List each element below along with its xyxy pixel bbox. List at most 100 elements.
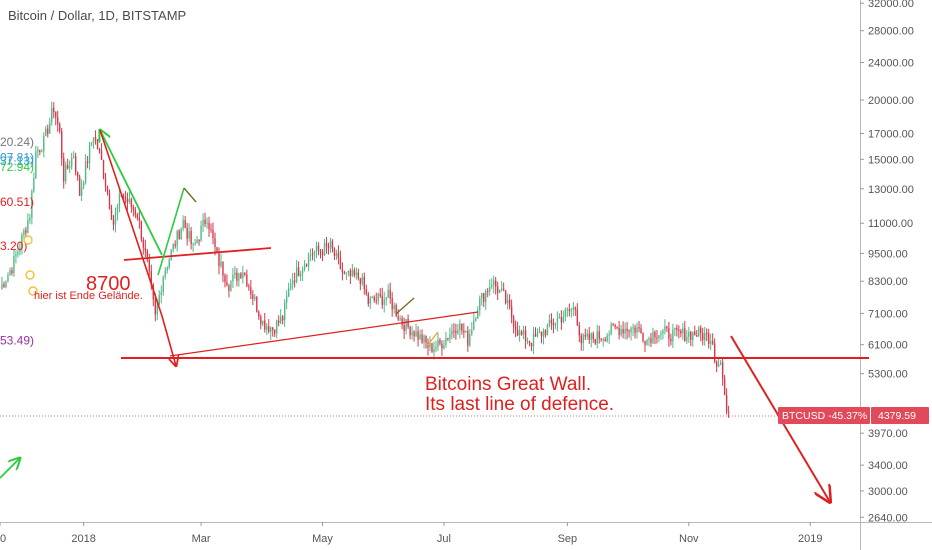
candle-body bbox=[98, 149, 101, 152]
candle-body bbox=[389, 289, 391, 299]
candle-body bbox=[15, 254, 17, 256]
candle-body bbox=[377, 293, 379, 301]
candle-body bbox=[469, 334, 471, 346]
candle-body bbox=[136, 214, 139, 218]
indicator-value-label: 07.81) bbox=[0, 150, 34, 164]
candle-body bbox=[200, 225, 202, 241]
candle-body bbox=[218, 252, 220, 267]
candle-body bbox=[592, 333, 594, 339]
candle-body bbox=[202, 219, 204, 226]
candle-body bbox=[212, 229, 214, 239]
candle-body bbox=[672, 329, 674, 342]
candle-body bbox=[717, 364, 720, 367]
candle-body bbox=[425, 336, 427, 343]
candle-body bbox=[168, 259, 170, 268]
candle-body bbox=[307, 254, 310, 266]
candle-body bbox=[3, 284, 5, 288]
candle-body bbox=[140, 220, 143, 240]
candle-body bbox=[385, 297, 387, 300]
candle-body bbox=[584, 334, 586, 337]
candle-body bbox=[51, 107, 53, 123]
candle-body bbox=[662, 330, 664, 334]
resistance-line bbox=[123, 247, 272, 261]
red-drop-arrow bbox=[99, 129, 176, 366]
candle-body bbox=[542, 330, 545, 337]
candle-body bbox=[214, 238, 216, 248]
candle-body bbox=[496, 286, 499, 293]
candle-body bbox=[606, 335, 608, 342]
candle-body bbox=[345, 272, 348, 274]
candle-body bbox=[287, 288, 290, 297]
candle-body bbox=[289, 284, 292, 289]
candle-body bbox=[471, 329, 473, 335]
candle-body bbox=[178, 230, 180, 240]
time-axis[interactable]: 20 2018 Mar May Jul Sep Nov 2019 bbox=[0, 522, 822, 545]
candle-body bbox=[403, 325, 405, 331]
candle-body bbox=[256, 296, 258, 312]
candle-body bbox=[548, 319, 551, 326]
price-axis[interactable]: 32000.00 28000.00 24000.00 20000.00 17000.00… bbox=[860, 0, 914, 524]
candle-body bbox=[590, 333, 592, 340]
candle-body bbox=[164, 270, 166, 277]
indicator-value-label: 37.13) bbox=[0, 154, 34, 168]
candle-body bbox=[447, 337, 449, 340]
candle-body bbox=[41, 151, 43, 153]
candle-body bbox=[506, 299, 509, 304]
candle-body bbox=[723, 378, 726, 396]
candle-body bbox=[138, 217, 141, 221]
candle-body bbox=[25, 230, 27, 233]
candle-body bbox=[680, 330, 682, 334]
olive-small-arrow bbox=[183, 187, 197, 203]
candle-body bbox=[174, 244, 176, 246]
candle-body bbox=[234, 272, 236, 275]
candle-body bbox=[90, 142, 93, 146]
candle-body bbox=[477, 310, 479, 319]
candle-body bbox=[443, 344, 445, 349]
green-small-arrow bbox=[0, 458, 20, 479]
candle-body bbox=[602, 339, 604, 341]
candle-body bbox=[258, 311, 260, 317]
candle-body bbox=[170, 250, 172, 260]
candle-body bbox=[303, 264, 306, 270]
candle-body bbox=[391, 298, 393, 310]
indicator-value-label: 72.94) bbox=[0, 160, 34, 174]
green-up-arrow bbox=[157, 187, 185, 276]
candle-body bbox=[713, 343, 716, 362]
candle-body bbox=[19, 248, 21, 252]
candle-body bbox=[610, 324, 612, 335]
candle-body bbox=[463, 330, 465, 333]
indicator-value-label: 60.51) bbox=[0, 195, 34, 209]
candle-body bbox=[652, 331, 654, 343]
candle-body bbox=[130, 199, 133, 208]
candle-body bbox=[721, 362, 724, 379]
candle-body bbox=[297, 267, 300, 277]
candle-body bbox=[618, 327, 620, 336]
time-axis-label: 20 bbox=[0, 533, 6, 545]
candle-body bbox=[576, 309, 579, 325]
candle-body bbox=[254, 296, 256, 299]
candle-body bbox=[283, 302, 286, 321]
candle-body bbox=[150, 271, 152, 286]
candle-body bbox=[335, 252, 338, 256]
candle-body bbox=[361, 276, 364, 284]
indicator-labels: 20.24)07.81)37.13)72.94) 60.51) 3.20) 53.49… bbox=[0, 135, 34, 348]
candle-body bbox=[337, 252, 340, 259]
candle-body bbox=[429, 343, 431, 348]
candle-body bbox=[421, 334, 423, 343]
candle-body bbox=[397, 316, 399, 320]
candle-body bbox=[182, 220, 184, 229]
candle-body bbox=[431, 343, 433, 353]
candle-body bbox=[570, 309, 573, 312]
candle-body bbox=[240, 273, 242, 278]
candle-body bbox=[317, 245, 320, 251]
candle-body bbox=[7, 275, 9, 282]
candle-body bbox=[106, 186, 109, 194]
candle-body bbox=[274, 329, 276, 334]
candle-body bbox=[208, 222, 210, 230]
candle-body bbox=[192, 243, 194, 245]
candle-body bbox=[704, 333, 706, 341]
candle-body bbox=[43, 135, 45, 152]
candle-body bbox=[279, 316, 282, 323]
candle-body bbox=[433, 349, 435, 353]
